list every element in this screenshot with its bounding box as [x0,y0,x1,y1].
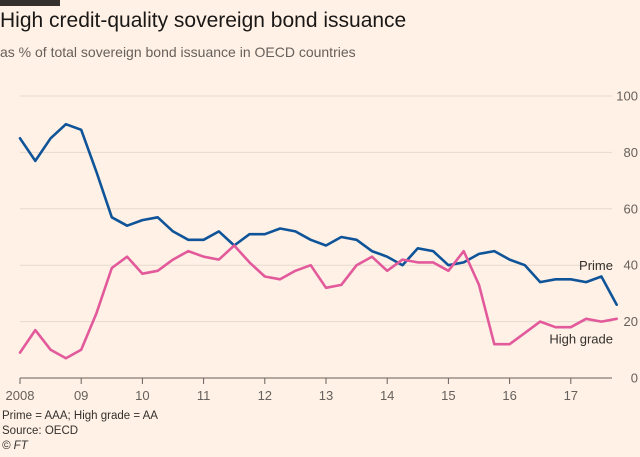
series-line-high-grade [18,244,618,360]
credit-note: © FT [2,440,28,452]
y-tick-label: 60 [624,201,638,216]
y-tick-label: 80 [624,145,638,160]
chart-subtitle: as % of total sovereign bond issuance in… [0,44,356,60]
x-tick-label: 15 [441,388,455,403]
x-tick-label: 13 [319,388,333,403]
series-label-high-grade: High grade [549,332,613,347]
y-tick-label: 20 [624,314,638,329]
source-note: Source: OECD [2,425,79,437]
y-tick-label: 100 [616,89,638,104]
gridlines [20,95,612,379]
y-axis-ticks: 0 20 40 60 80 100 [616,89,638,386]
x-tick-label: 09 [74,388,88,403]
x-axis: 2008 09 10 11 12 13 14 15 16 17 [6,378,578,403]
x-tick-label: 11 [197,388,211,403]
y-tick-label: 0 [631,371,638,386]
x-tick-label: 17 [564,388,578,403]
y-tick-label: 40 [624,258,638,273]
x-tick-label: 14 [380,388,394,403]
series-lines [18,122,618,360]
x-tick-label: 12 [258,388,272,403]
x-tick-label: 16 [502,388,516,403]
x-tick-label: 2008 [6,388,35,403]
series-labels: Prime High grade [549,258,613,346]
chart-title: High credit-quality sovereign bond issua… [0,9,407,32]
series-label-prime: Prime [579,258,613,273]
series-line-prime [18,122,618,306]
footnote: Prime = AAA; High grade = AA [2,410,158,422]
x-tick-label: 10 [135,388,149,403]
brand-bar [0,0,60,6]
